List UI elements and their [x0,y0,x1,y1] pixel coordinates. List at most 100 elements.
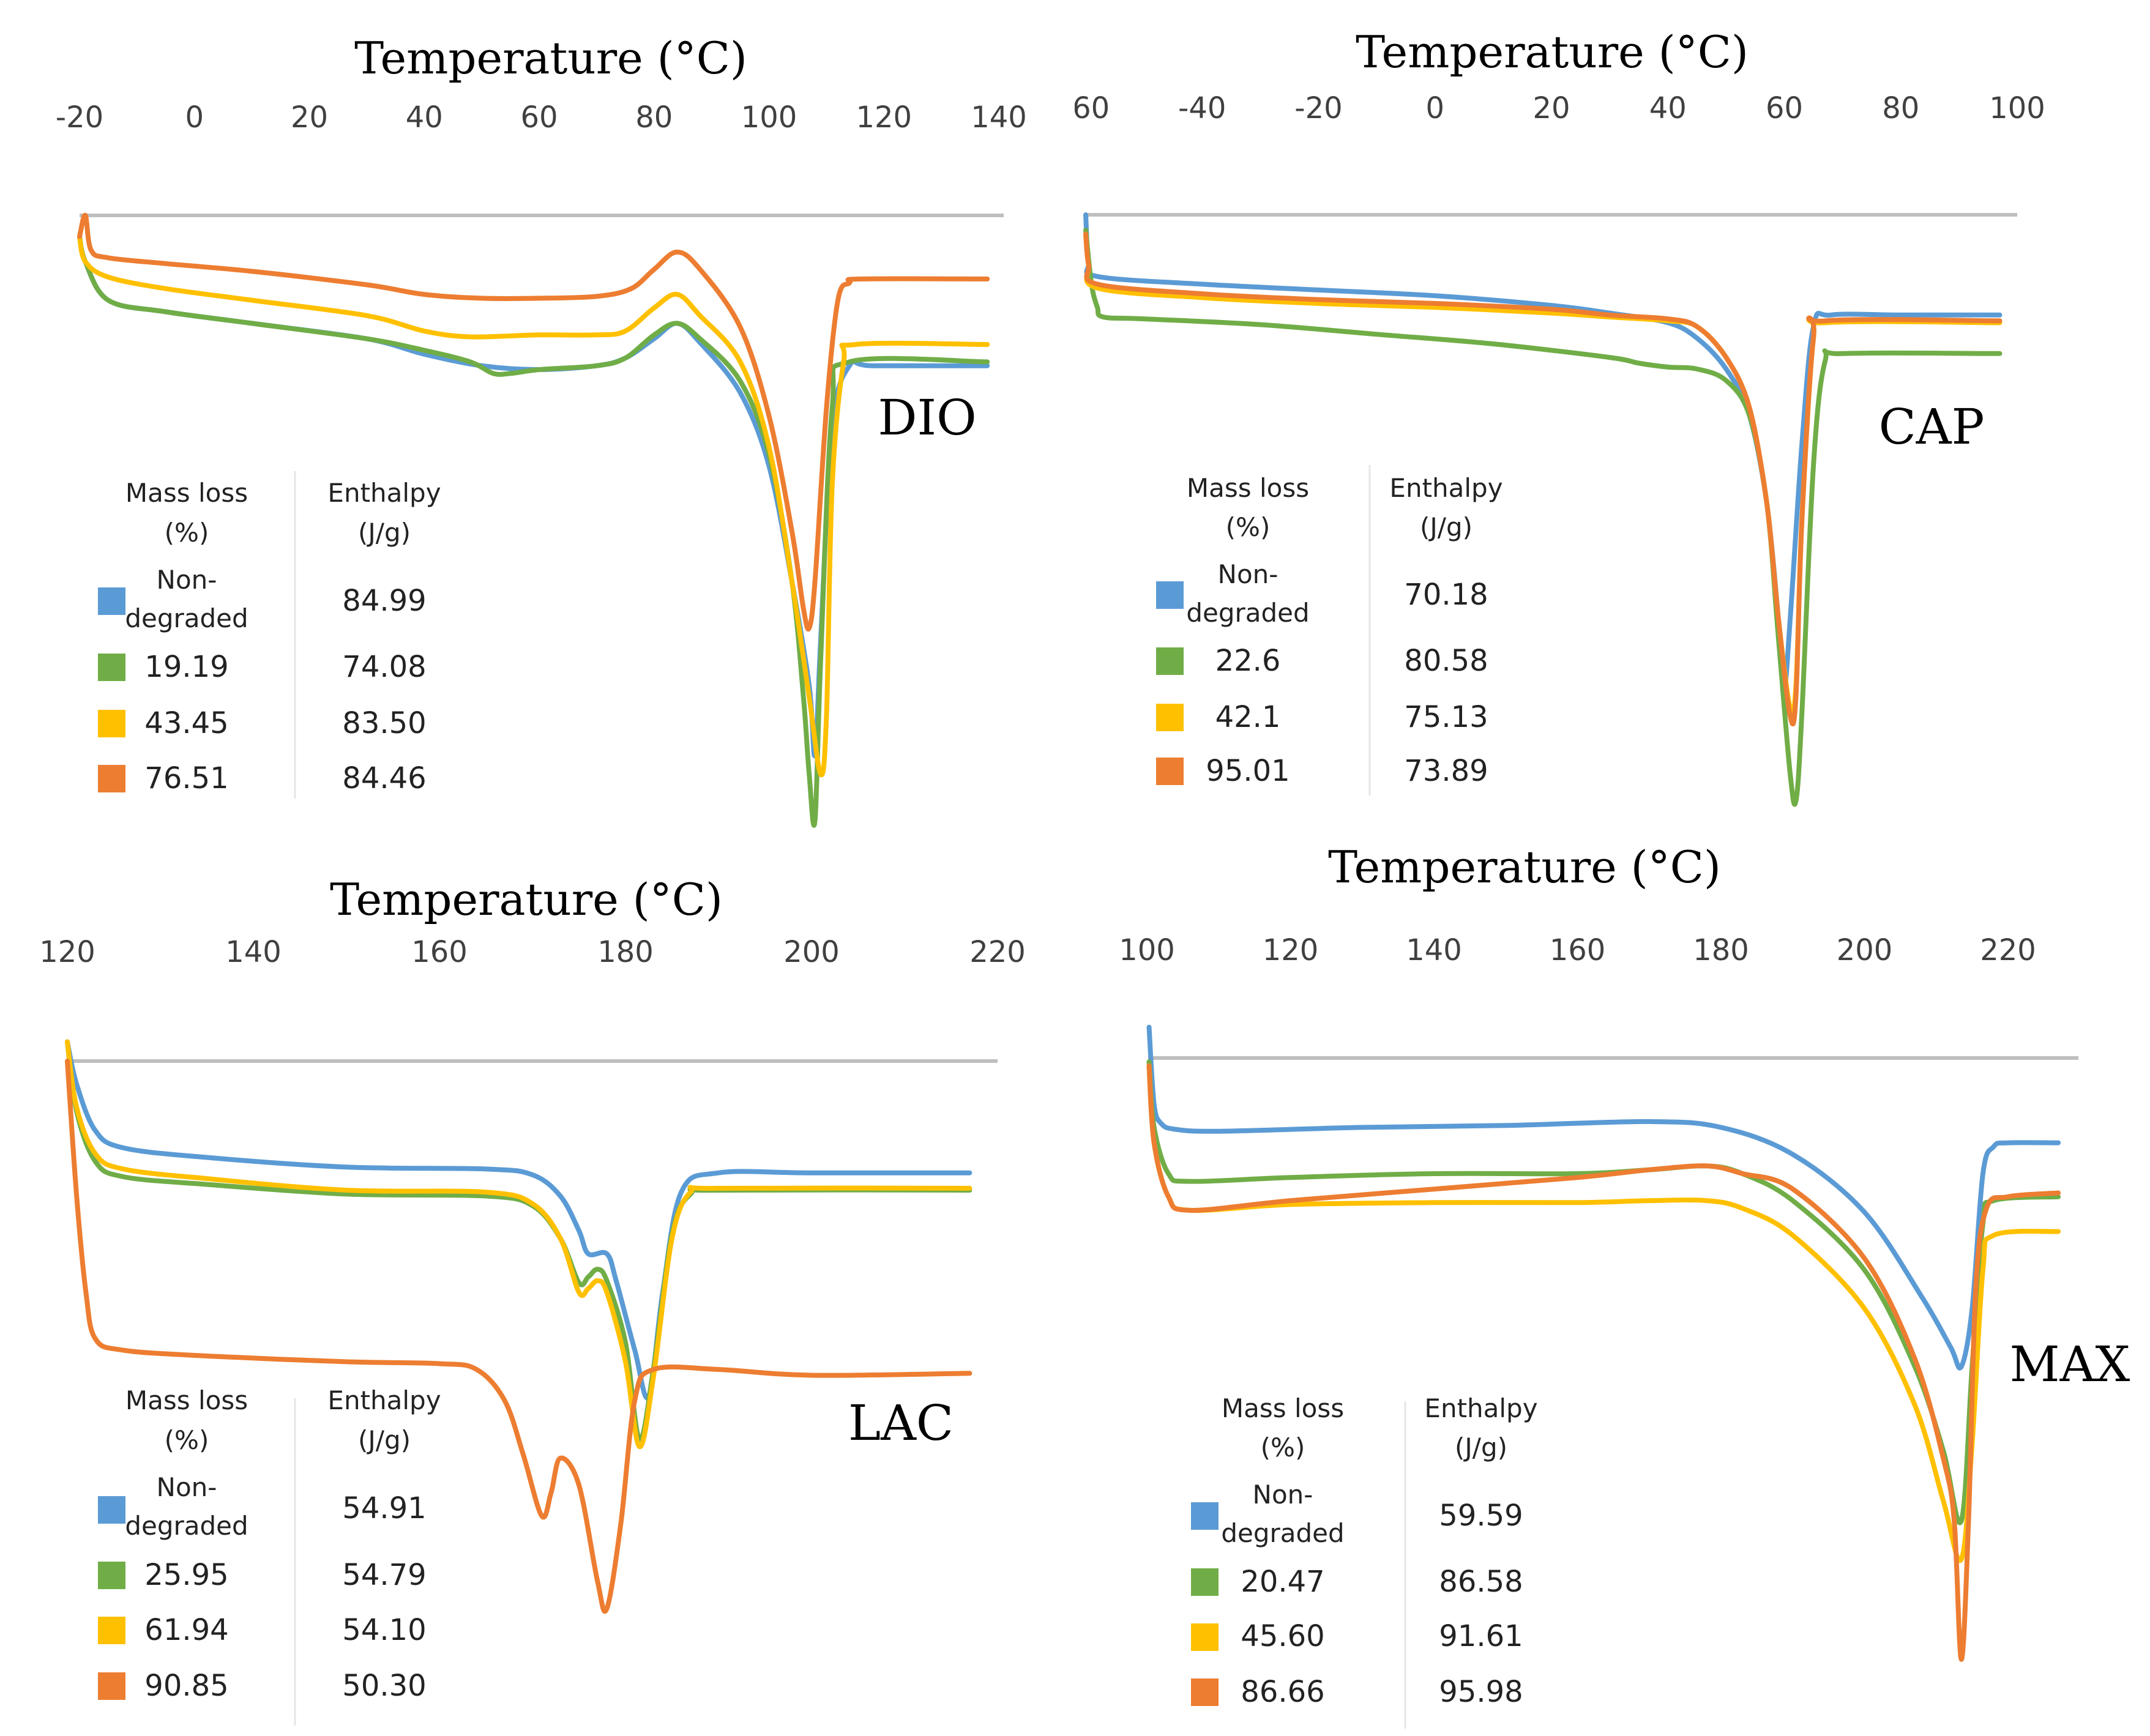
panel-lac: Temperature (°C) 120 140 160 180 200 220 LAC … [0,844,1075,1736]
legend-mass-loss-degraded: degraded [125,1511,248,1541]
legend-mass-loss: 86.66 [1241,1675,1324,1709]
x-axis-title: Temperature (°C) [1356,26,1749,78]
x-axis-ticks: -60 -40 -20 0 20 40 60 80 100 [1075,91,2045,125]
legend-header-mass-loss: Mass loss [1187,473,1309,503]
legend-swatch-orange [1156,758,1184,785]
x-tick-label: 80 [635,100,673,135]
legend-mass-loss-non: Non- [1218,559,1278,589]
legend-enthalpy: 54.79 [342,1558,426,1592]
panel-cap: Temperature (°C) -60 -40 -20 0 20 40 60 80 100 C… [1075,0,2150,844]
dsc-chart-max: Temperature (°C) 100 120 140 160 180 200 220 M… [1119,844,2130,1729]
legend-header-mass-loss-unit: (%) [1261,1432,1305,1462]
x-tick-label: 160 [411,935,468,969]
legend-swatch-blue [1191,1502,1219,1530]
legend-enthalpy: 50.30 [342,1669,426,1703]
legend-enthalpy: 83.50 [342,706,426,740]
legend-mass-loss: 61.94 [144,1613,228,1647]
x-axis-ticks: 120 140 160 180 200 220 [39,935,1026,969]
legend-mass-loss: 25.95 [144,1558,228,1592]
x-tick-label: 180 [597,935,654,969]
legend-mass-loss: 45.60 [1241,1619,1324,1653]
legend-mass-loss: 90.85 [144,1669,228,1703]
x-tick-label: 140 [971,100,1027,135]
curves [65,1039,972,1614]
legend: Mass loss (%) Enthalpy (J/g) Non- degrad… [1191,1393,1538,1729]
x-tick-label: 100 [1989,91,2045,125]
series-line-1 [65,1039,972,1401]
series-line-4 [1083,231,2003,726]
series-line-4 [1146,1063,2061,1662]
dsc-chart-cap: Temperature (°C) -60 -40 -20 0 20 40 60 80 100 C… [1075,26,2045,807]
legend-header-enthalpy-unit: (J/g) [358,518,411,548]
x-tick-label: 160 [1550,933,1606,967]
curves [1083,212,2003,807]
legend-swatch-green [1191,1568,1219,1596]
x-tick-label: -40 [1178,91,1226,125]
legend-swatch-blue [98,587,125,615]
sample-label: DIO [878,389,976,446]
legend-header-mass-loss: Mass loss [125,1385,248,1415]
x-tick-label: 140 [1406,933,1462,967]
legend-mass-loss: 43.45 [144,706,228,740]
legend-swatch-yellow [98,710,125,737]
panel-max: Temperature (°C) 100 120 140 160 180 200 220 M… [1075,844,2150,1736]
legend-swatch-orange [98,1672,125,1700]
sample-label: LAC [848,1395,954,1451]
legend-mass-loss: 22.6 [1215,644,1281,678]
x-tick-label: 120 [39,935,95,969]
legend-header-enthalpy-unit: (J/g) [1455,1432,1507,1462]
x-axis-title: Temperature (°C) [354,32,747,84]
legend-mass-loss: 95.01 [1206,754,1290,788]
series-line-1 [1146,1024,2061,1371]
x-tick-label: 200 [783,935,840,969]
legend: Mass loss (%) Enthalpy (J/g) Non- degrad… [1156,465,1503,795]
legend-header-mass-loss: Mass loss [1222,1393,1344,1423]
legend-mass-loss-degraded: degraded [1186,598,1309,628]
x-tick-label: 100 [741,100,797,135]
curves [1146,1024,2061,1662]
legend-mass-loss: 19.19 [144,650,228,684]
legend-mass-loss: 76.51 [144,761,228,795]
legend-enthalpy: 54.91 [342,1491,426,1526]
x-tick-label: 20 [1532,91,1570,125]
legend-header-mass-loss-unit: (%) [1226,512,1271,542]
x-tick-label: 80 [1882,91,1919,125]
x-tick-label: 40 [406,100,443,135]
x-tick-label: 60 [520,100,558,135]
legend-swatch-yellow [1191,1623,1219,1651]
x-tick-label: 120 [856,100,912,135]
legend-header-enthalpy: Enthalpy [327,1385,441,1415]
curves [77,212,990,828]
x-axis-ticks: -20 0 20 40 60 80 100 120 140 [56,100,1027,135]
series-line-3 [77,234,990,778]
legend-swatch-orange [1191,1678,1219,1706]
legend-swatch-yellow [98,1617,125,1644]
x-tick-label: 220 [1980,933,2036,967]
legend-swatch-green [98,1562,125,1589]
legend-mass-loss: 20.47 [1241,1565,1324,1599]
series-line-2 [77,234,990,828]
x-tick-label: 20 [291,100,328,135]
legend-mass-loss-non: Non- [157,1472,217,1502]
x-tick-label: 0 [185,100,204,135]
legend-mass-loss: 42.1 [1215,700,1281,734]
legend-mass-loss-degraded: degraded [1221,1518,1344,1548]
x-tick-label: 220 [969,935,1026,969]
legend-enthalpy: 73.89 [1404,754,1488,788]
legend: Mass loss (%) Enthalpy (J/g) Non- degrad… [98,1385,441,1726]
x-tick-label: -60 [1075,91,1110,125]
panel-dio: Temperature (°C) -20 0 20 40 60 80 100 120 140 D… [0,0,1075,844]
legend-header-mass-loss-unit: (%) [165,518,209,548]
series-line-2 [65,1039,972,1442]
legend-header-enthalpy-unit: (J/g) [1420,512,1473,542]
series-line-3 [65,1039,972,1450]
x-tick-label: 40 [1649,91,1687,125]
x-axis-ticks: 100 120 140 160 180 200 220 [1119,933,2036,967]
x-axis-title: Temperature (°C) [330,874,723,925]
series-line-4 [65,1059,972,1614]
legend-header-mass-loss: Mass loss [125,478,248,508]
legend-swatch-blue [98,1496,125,1524]
x-tick-label: 180 [1693,933,1749,967]
x-axis-title: Temperature (°C) [1328,844,1721,893]
